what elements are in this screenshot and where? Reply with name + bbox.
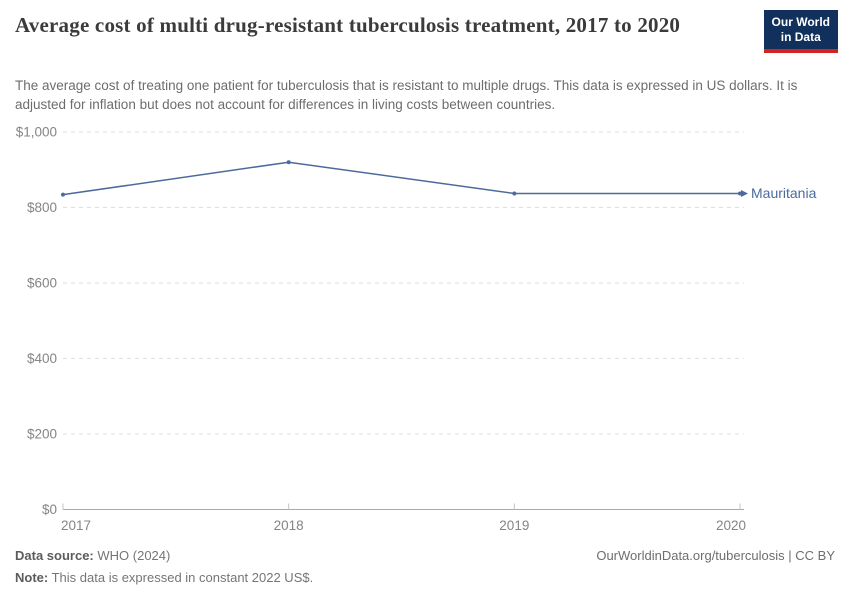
page-title: Average cost of multi drug-resistant tub… — [15, 13, 681, 37]
data-source-label: Data source: — [15, 548, 94, 563]
y-tick-label: $400 — [27, 351, 57, 366]
x-tick-label: 2018 — [274, 518, 304, 533]
series-line — [62, 161, 740, 196]
line-end-arrow — [741, 190, 748, 198]
y-tick-label: $1,000 — [16, 125, 57, 140]
note-label: Note: — [15, 570, 49, 585]
y-tick-label: $200 — [27, 427, 57, 442]
note-value: This data is expressed in constant 2022 … — [51, 570, 314, 585]
owid-logo-line1: Our World — [771, 15, 830, 29]
series-entity-label: Mauritania — [751, 185, 817, 201]
footer-left: Data source: WHO (2024) Note: This data … — [15, 545, 313, 589]
data-source-line: Data source: WHO (2024) — [15, 545, 313, 567]
data-source-value: WHO (2024) — [97, 548, 171, 563]
chart-footer: Data source: WHO (2024) Note: This data … — [15, 545, 835, 589]
y-tick-label: $800 — [27, 200, 57, 215]
note-line: Note: This data is expressed in constant… — [15, 567, 313, 589]
x-tick-label: 2020 — [716, 518, 746, 533]
data-point — [61, 192, 65, 197]
x-tick-label: 2017 — [61, 518, 91, 533]
y-tick-label: $600 — [27, 276, 57, 291]
y-tick-label: $0 — [42, 502, 57, 517]
owid-logo-line2: in Data — [780, 30, 821, 44]
x-tick-label: 2019 — [499, 518, 529, 533]
chart-subtitle: The average cost of treating one patient… — [15, 78, 798, 112]
owid-logo[interactable]: Our World in Data — [763, 10, 838, 53]
owid-citation-link[interactable]: OurWorldinData.org/tuberculosis | CC BY — [596, 548, 835, 563]
data-point — [512, 191, 517, 196]
data-point — [286, 160, 291, 165]
